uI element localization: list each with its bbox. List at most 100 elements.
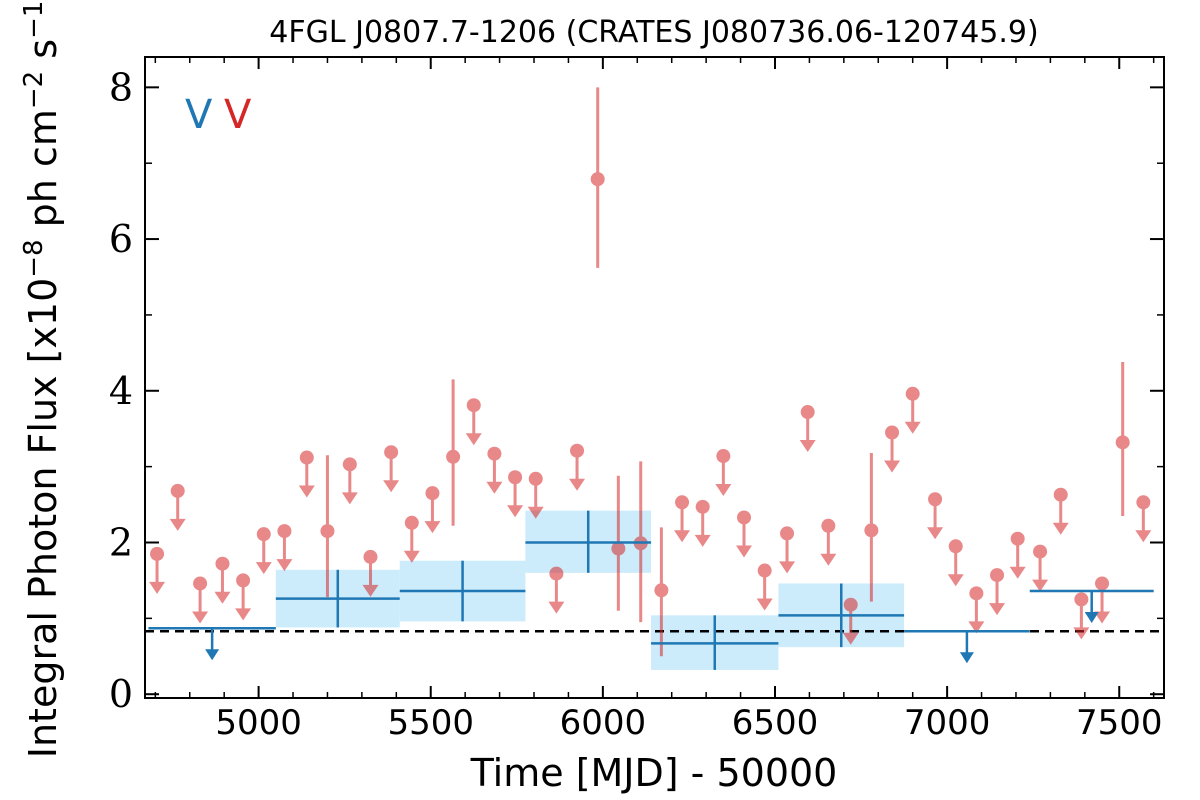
marker [821,518,836,533]
y-tick-label: 2 [109,520,133,564]
red-upper-limit [507,470,524,518]
marker [905,386,920,401]
red-data-point [1115,361,1130,516]
marker [528,471,543,486]
red-upper-limit [362,549,379,597]
arrow-head [214,591,231,604]
y-axis-label: Integral Photon Flux [x10−8 ph cm−2 s−1] [19,0,65,758]
arrow-head [276,559,293,572]
arrow-head [465,433,482,446]
marker [969,586,984,601]
arrow-head [362,584,379,597]
red-upper-limit [569,443,586,491]
marker [885,425,900,440]
arrow-head [1084,612,1099,624]
chart-title: 4FGL J0807.7-1206 (CRATES J080736.06-120… [269,15,1038,50]
x-tick-label: 5500 [387,703,474,743]
marker [549,566,564,581]
y-tick-label: 8 [109,65,133,109]
arrow-head [959,652,974,664]
marker [1095,576,1110,591]
arrow-head [169,518,186,531]
marker [363,549,378,564]
marker [990,568,1005,583]
marker [843,597,858,612]
marker [590,172,605,187]
arrow-head [486,481,503,494]
marker [1115,435,1130,450]
blue-data-bin [778,583,905,648]
red-data-point [446,379,461,526]
red-upper-limit [1052,487,1069,535]
arrow-head [904,421,921,434]
marker [757,563,772,578]
marker [256,527,271,542]
red-upper-limit [1009,531,1026,579]
arrow-head [1032,579,1049,592]
red-upper-limit [904,386,921,434]
arrow-head [507,505,524,518]
x-tick-label: 6500 [732,703,819,743]
marker [737,510,752,525]
red-upper-limit [403,515,420,563]
marker [404,515,419,530]
marker [780,526,795,541]
plot-frame [144,56,1165,699]
marker [487,446,502,461]
arrow-head [1073,627,1090,640]
arrow-head [298,485,315,498]
blue-data-bin [651,615,779,670]
red-upper-limit [149,546,166,594]
red-upper-limit [715,449,732,497]
marker [193,576,208,591]
blue-data-bin [525,510,652,573]
arrow-head [205,649,220,661]
arrow-head [424,521,441,534]
red-upper-limit [736,510,753,558]
marker [215,556,230,571]
marker [508,470,523,485]
arrow-head [736,545,753,558]
red-upper-limit [989,568,1006,616]
marker [1074,592,1089,607]
x-axis-label: Time [MJD] - 50000 [470,751,838,795]
red-upper-limit [674,495,691,543]
arrow-head [569,478,586,491]
red-upper-limit [756,563,773,611]
arrow-head [383,480,400,493]
marker [1010,531,1025,546]
arrow-head [989,603,1006,616]
marker [277,524,292,539]
y-tick-label: 4 [109,369,133,413]
red-upper-limit [694,499,711,547]
marker [170,483,185,498]
red-upper-limit [927,492,944,540]
blue-upper-limit-bin [1029,589,1154,624]
arrow-head [192,611,209,624]
arrow-head [341,492,358,505]
red-upper-limit [383,445,400,493]
red-upper-limit [486,446,503,494]
red-upper-limit [779,526,796,574]
marker [800,405,815,420]
marker [948,539,963,554]
arrow-head [756,598,773,611]
arrow-head [527,506,544,519]
blue-upper-limit-bin [904,629,1030,664]
arrow-head [235,608,252,621]
arrow-head [1094,611,1111,624]
arrow-head [548,601,565,614]
red-upper-limit [527,471,544,519]
red-upper-limit [1135,495,1152,543]
arrow-head [947,574,964,587]
red-upper-limit [548,566,565,614]
marker [1033,544,1048,559]
marker [236,573,251,588]
marker [320,524,335,539]
marker [342,457,357,472]
marker [384,445,399,460]
red-upper-limit [235,573,252,621]
red-data-point [654,527,669,657]
arrow-head [715,484,732,497]
